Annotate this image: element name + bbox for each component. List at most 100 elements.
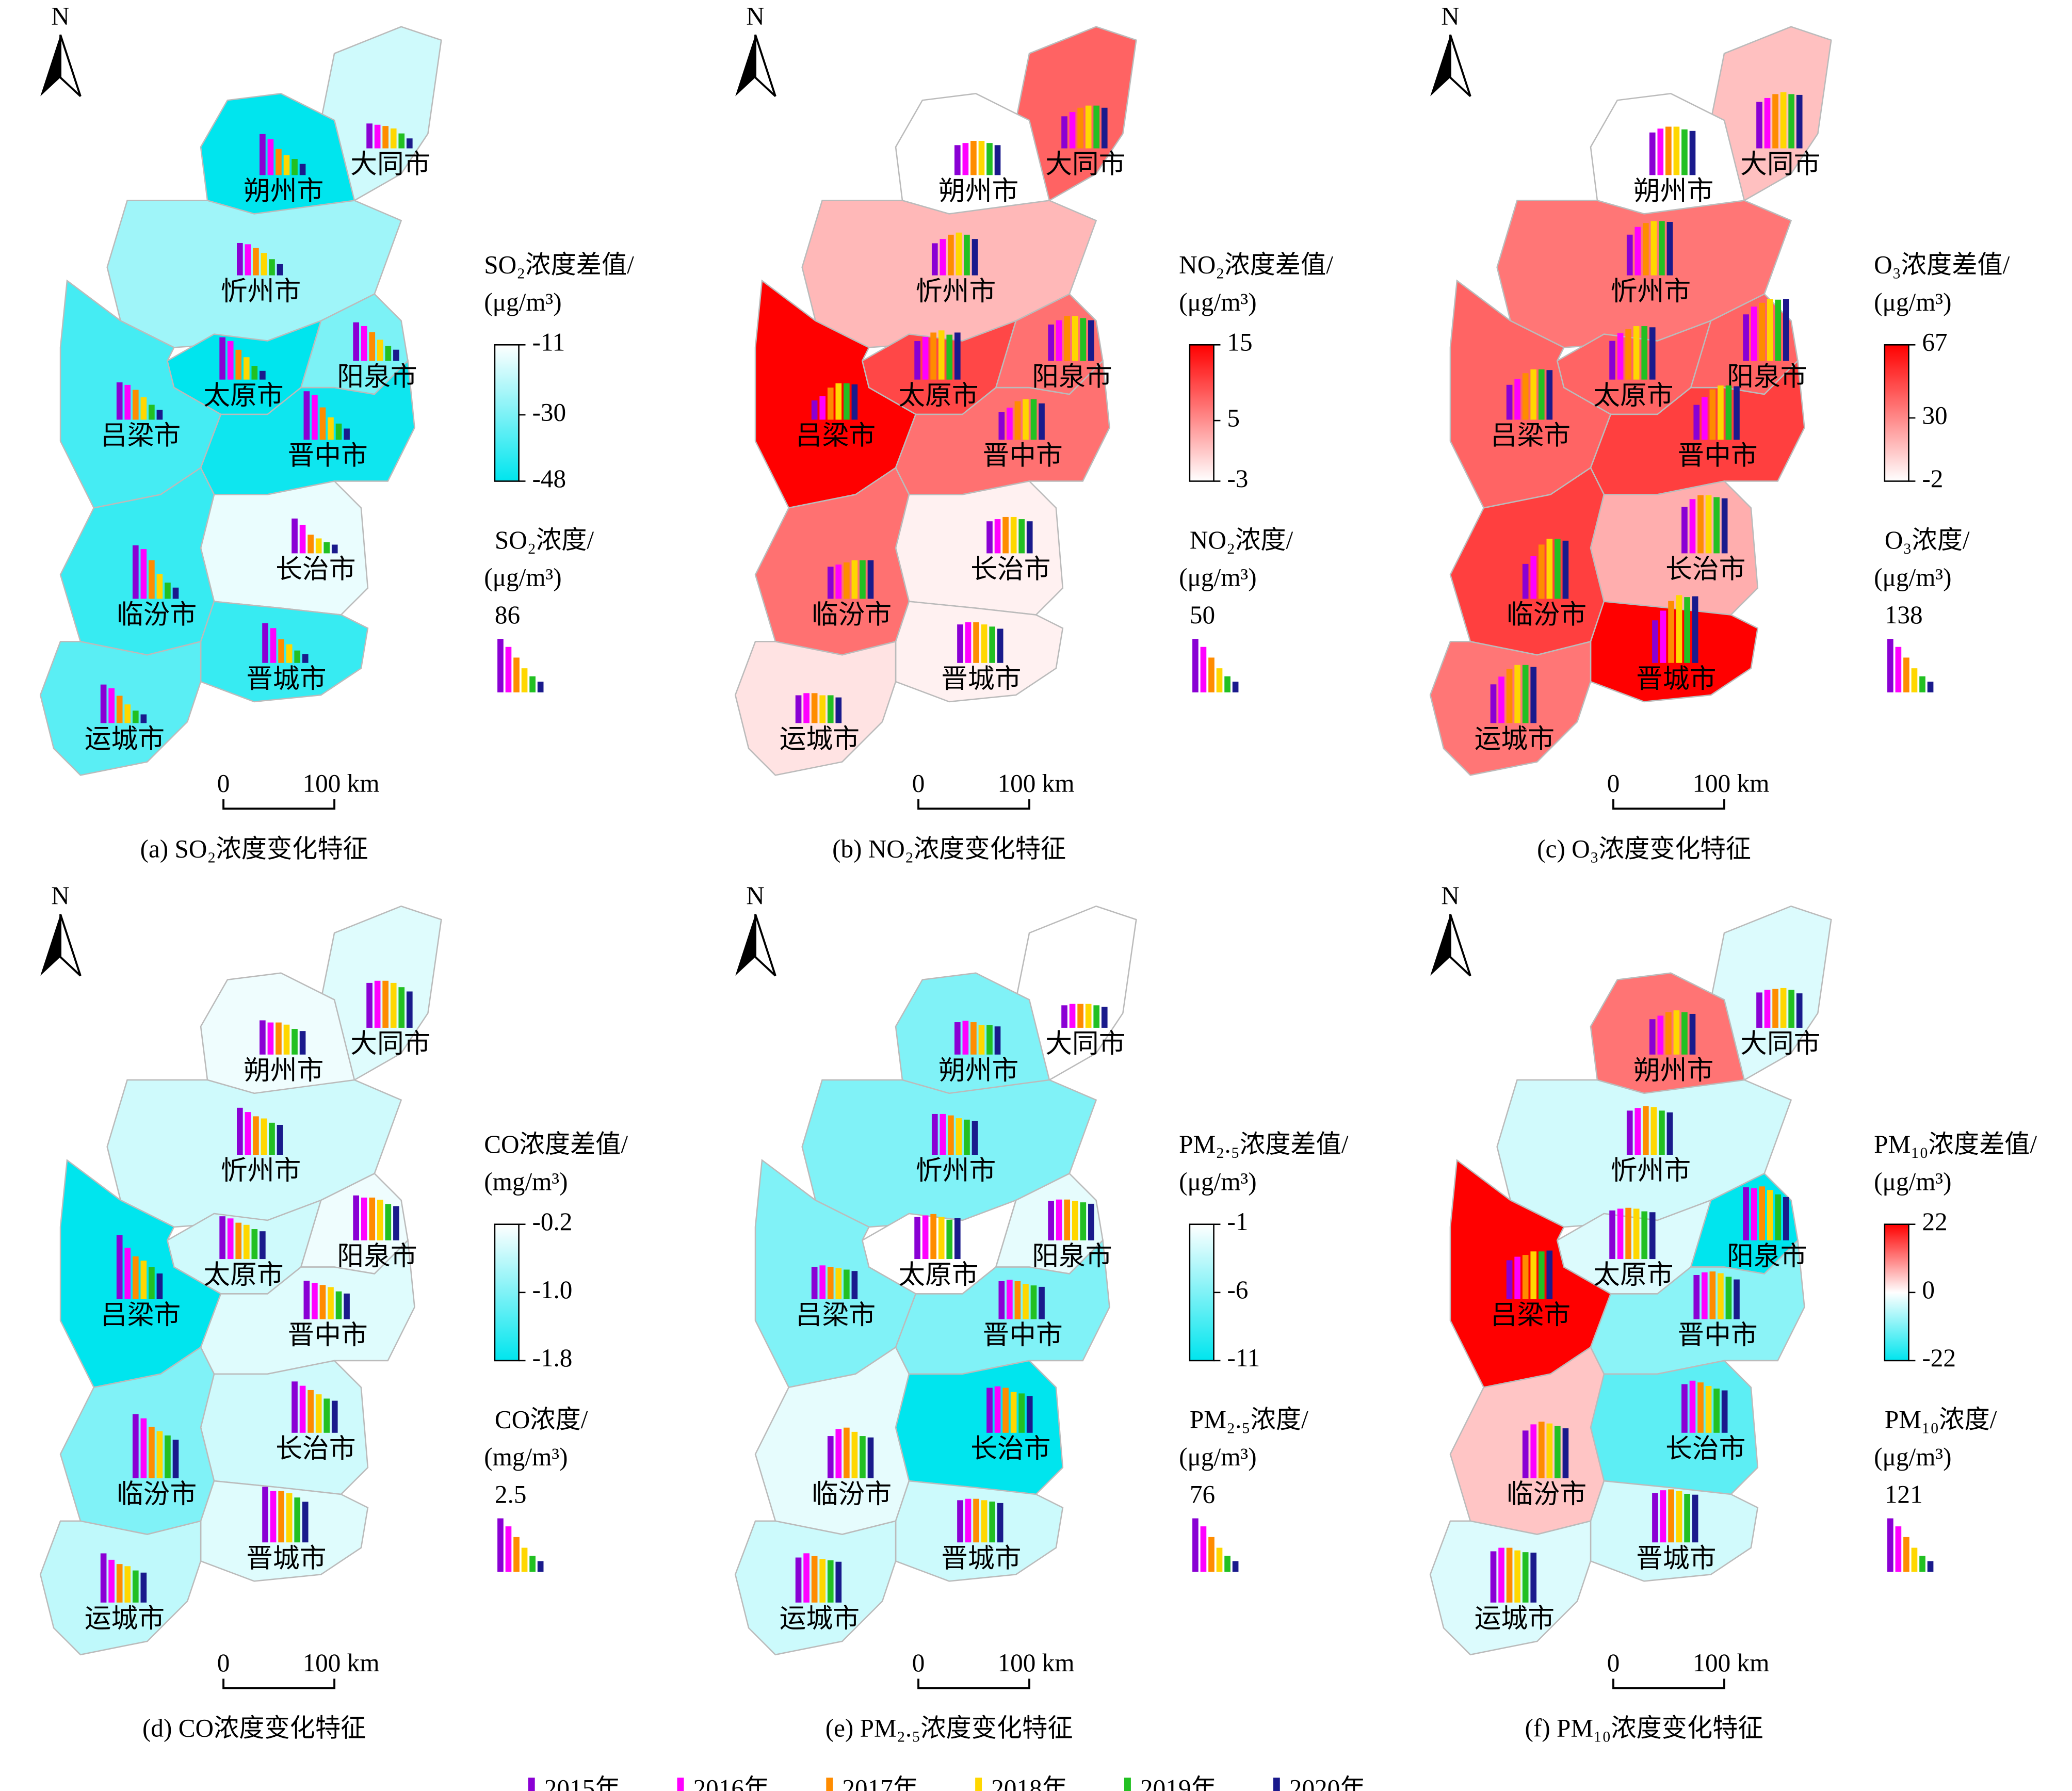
legend-bar [537,1561,544,1572]
legend-bar [537,682,544,692]
bar [270,628,277,663]
bar [328,1287,334,1319]
bar [965,1498,972,1543]
bar-legend-title: NO₂浓度/ [1190,526,1293,554]
legend-bar [1208,1537,1215,1572]
bar [1709,389,1716,440]
city-label: 阳泉市 [1032,1242,1112,1271]
bar [1705,1386,1712,1433]
colorbar-tick-label: -1 [1227,1207,1248,1236]
bar [1538,1422,1545,1478]
legend-bar [1216,668,1223,692]
bar [100,684,107,723]
bar [938,330,945,380]
bar [962,1021,969,1055]
bar [1007,1280,1013,1319]
bar [1764,98,1771,149]
bar [954,332,961,380]
bar [1751,1188,1757,1240]
bar [1701,1272,1708,1319]
bar [827,695,834,723]
bar [1506,669,1513,723]
legend-bar [1895,1526,1902,1572]
colorbar [1189,1223,1215,1362]
bar [1725,385,1732,440]
north-arrow [735,35,756,96]
north-arrow [1449,34,1471,97]
legend-label: 2017年 [842,1774,918,1791]
bar [1530,667,1537,723]
bar [398,987,405,1028]
bar [140,714,147,723]
bar [243,1224,250,1260]
bar [843,383,850,420]
bar [108,1559,115,1603]
bar [1039,1286,1045,1319]
city-label: 晋中市 [287,441,367,471]
bar [312,1283,318,1319]
bar-legend-unit: (μg/m³) [484,563,561,591]
city-label: 忻州市 [916,277,996,306]
colorbar-tick-label: 5 [1227,404,1240,432]
bar [132,1256,139,1299]
city-label: 运城市 [85,1604,165,1634]
bar [938,1217,945,1260]
legend-bar [1224,676,1231,692]
legend-bar [1192,1518,1199,1572]
bar [302,1502,309,1543]
bar [795,695,802,723]
north-arrow [1430,914,1450,976]
bar [795,1557,802,1603]
bar [116,696,123,723]
north-arrow [754,34,776,97]
city-label: 朔州市 [1633,1056,1713,1086]
bar [149,405,155,420]
city-label: 长治市 [970,1434,1050,1464]
bar [1689,1380,1696,1433]
city-label: 临汾市 [812,601,892,630]
bar [165,1435,171,1478]
bar [302,654,309,663]
bar-legend-title: PM₁₀浓度/ [1885,1405,1997,1433]
bar [1538,369,1545,420]
city-label: 朔州市 [244,1056,323,1086]
bar [973,1498,979,1543]
bar [1681,507,1688,554]
bar [827,1436,834,1478]
bar [1522,563,1529,599]
colorbar-title: O₃浓度差值/ [1874,250,2010,279]
bar [1555,539,1561,599]
city-label: 大同市 [1740,1029,1820,1059]
bar [1772,94,1778,149]
bar [267,1022,274,1055]
bar [1538,544,1545,599]
bar [964,1119,970,1155]
bar [335,1291,342,1319]
bar [954,1022,961,1055]
bar [1676,1491,1682,1543]
bar [978,141,985,175]
bar [930,1214,937,1260]
legend-bar [1192,639,1199,692]
bar [1775,299,1782,361]
bar [344,1293,350,1319]
city-label: 阳泉市 [337,363,417,392]
legend-bar [1903,657,1909,692]
bar [1085,1004,1092,1028]
bar [393,1206,399,1240]
north-arrow [735,914,756,976]
bar [1659,1110,1665,1155]
scale-label: 0 [1607,1649,1620,1677]
bar [1650,221,1657,276]
scale-bar [222,1679,336,1689]
bar [382,126,389,149]
north-arrow [59,914,82,977]
colorbar-tick-label: -30 [532,398,566,426]
bar [1681,1384,1688,1433]
bar [1751,306,1757,361]
bar [1764,990,1771,1028]
bar [1660,610,1666,663]
bar [294,1497,301,1543]
